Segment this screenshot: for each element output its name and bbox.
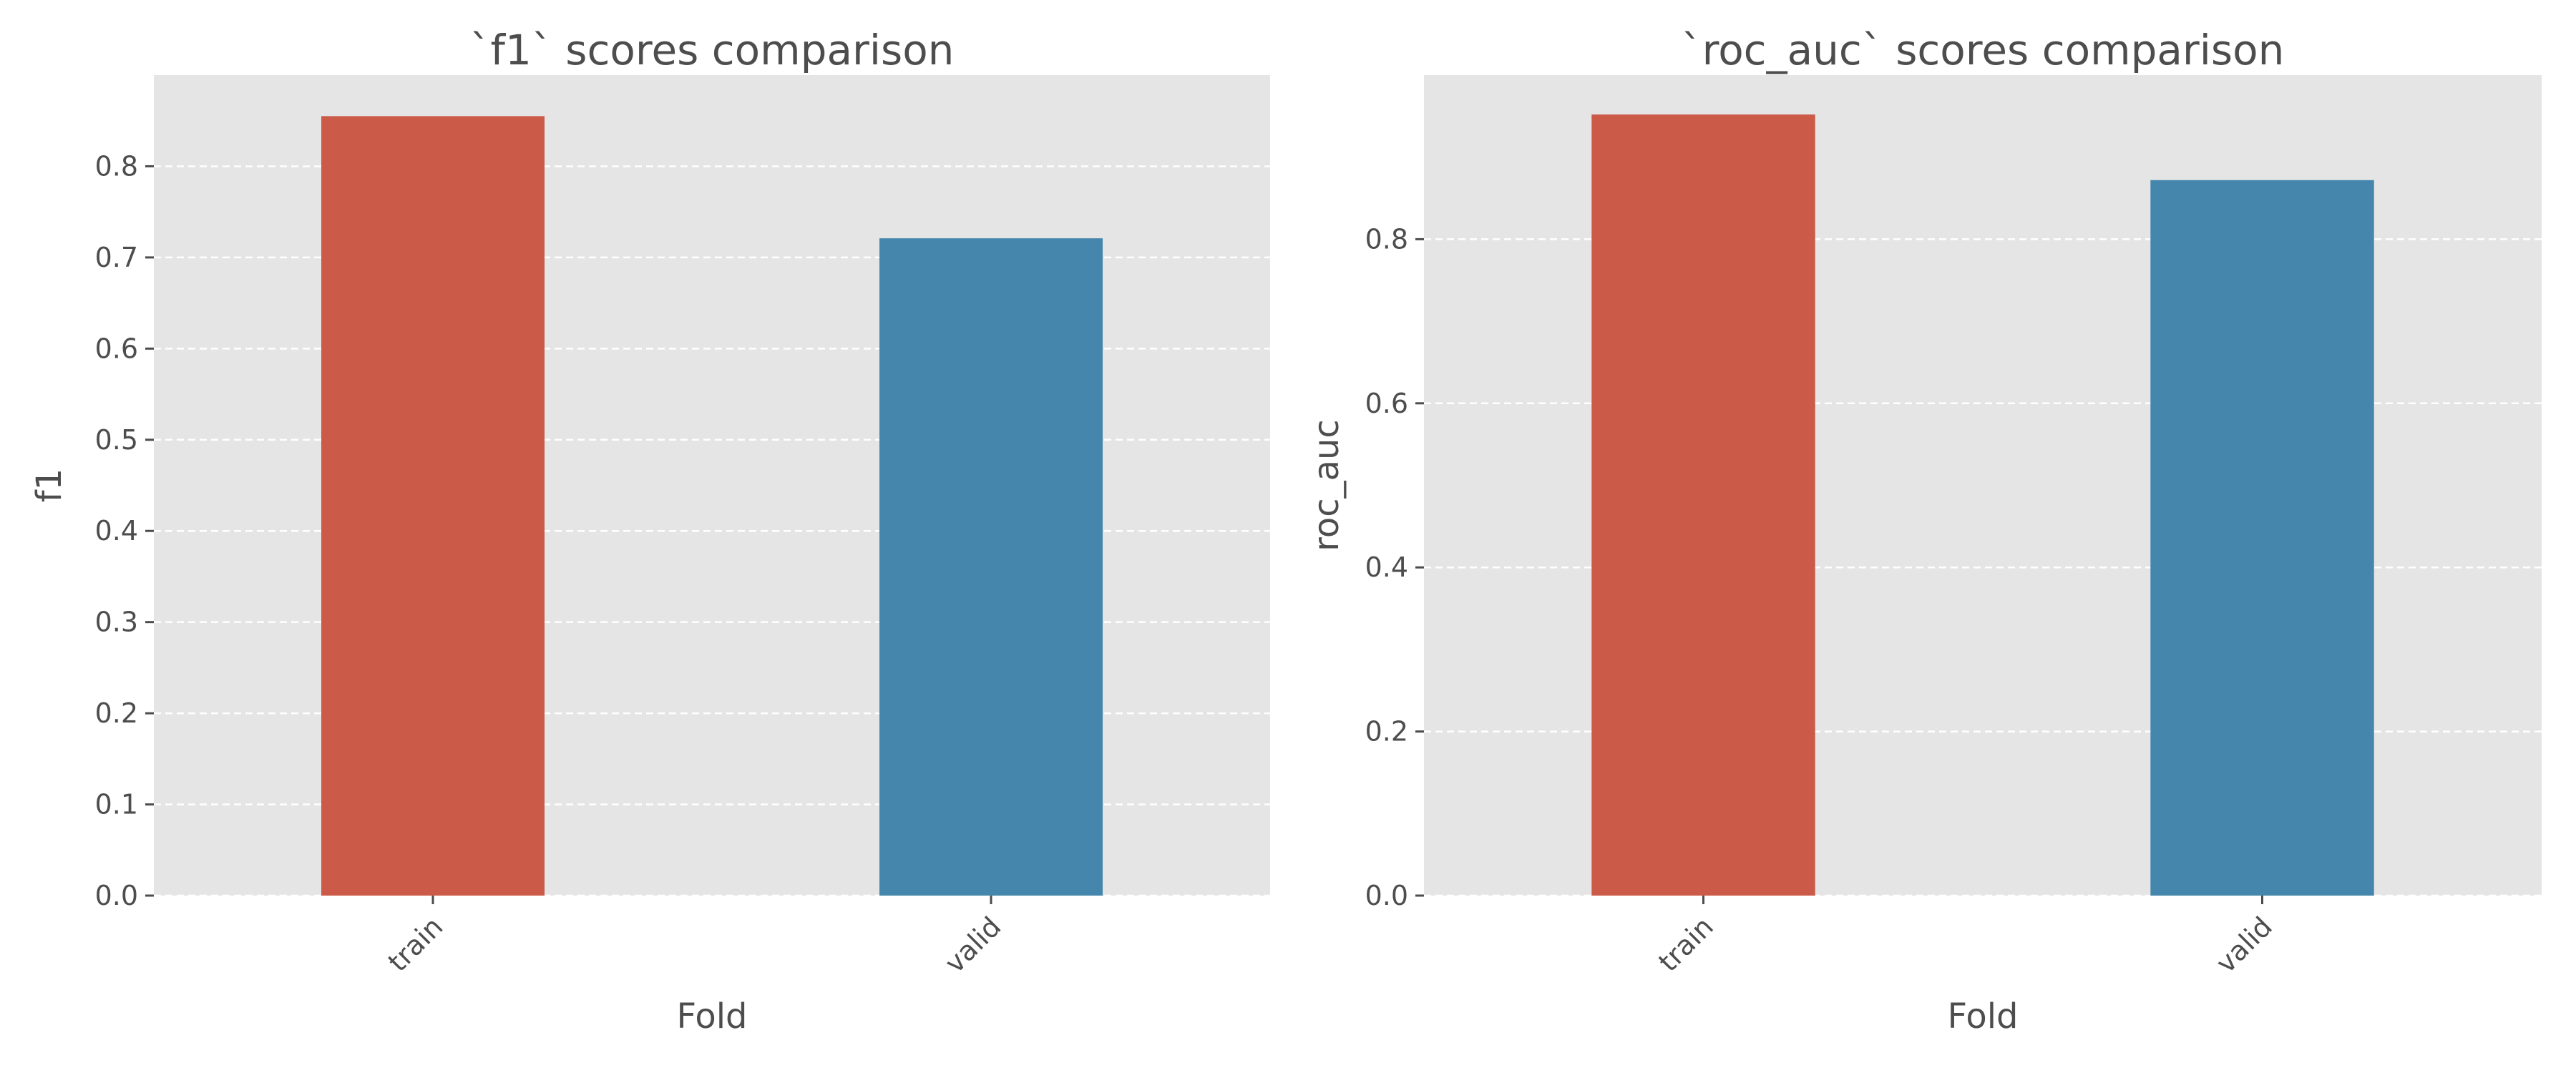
- c1-y-axis-label: roc_auc: [1307, 419, 1347, 552]
- c0-bar-train: [321, 116, 545, 896]
- c0-y-axis-label: f1: [29, 469, 69, 502]
- c0-y-tick-label: 0.5: [95, 424, 138, 456]
- c0-y-tick-label: 0.1: [95, 789, 138, 820]
- c0-bar-valid: [879, 238, 1103, 896]
- c0-chart-title: `f1` scores comparison: [470, 26, 955, 74]
- c0-y-tick-label: 0.2: [95, 697, 138, 729]
- c1-y-tick-label: 0.8: [1365, 223, 1408, 255]
- c1-y-tick-label: 0.2: [1365, 716, 1408, 748]
- c0-y-tick-label: 0.4: [95, 515, 138, 547]
- c1-y-tick-label: 0.0: [1365, 880, 1408, 911]
- c0-y-tick-label: 0.7: [95, 242, 138, 273]
- c1-bar-valid: [2150, 180, 2374, 896]
- roc-auc-chart: train valid 0.0 0.2 0.4 0.6 0.8 `roc_auc` score…: [1307, 26, 2542, 1037]
- c0-y-tick-label: 0.0: [95, 880, 138, 911]
- c1-x-tick-label: valid: [2210, 911, 2278, 979]
- f1-chart: train valid 0.0 0.1 0.2 0.3 0.4 0.5 0.6 0.7 0.8 `f1…: [29, 26, 1270, 1037]
- c1-y-tick-label: 0.6: [1365, 388, 1408, 419]
- c1-y-tick-label: 0.4: [1365, 552, 1408, 583]
- c0-x-tick-label: train: [382, 911, 449, 978]
- c0-x-tick-label: valid: [939, 911, 1007, 979]
- c1-bar-train: [1591, 114, 1815, 896]
- c0-y-tick-label: 0.6: [95, 333, 138, 364]
- c0-y-tick-label: 0.8: [95, 150, 138, 182]
- c1-x-tick-label: train: [1652, 911, 1719, 978]
- c1-x-axis-label: Fold: [1947, 996, 2018, 1037]
- c0-x-axis-label: Fold: [676, 996, 747, 1037]
- c1-chart-title: `roc_auc` scores comparison: [1682, 26, 2285, 74]
- c0-y-tick-label: 0.3: [95, 607, 138, 638]
